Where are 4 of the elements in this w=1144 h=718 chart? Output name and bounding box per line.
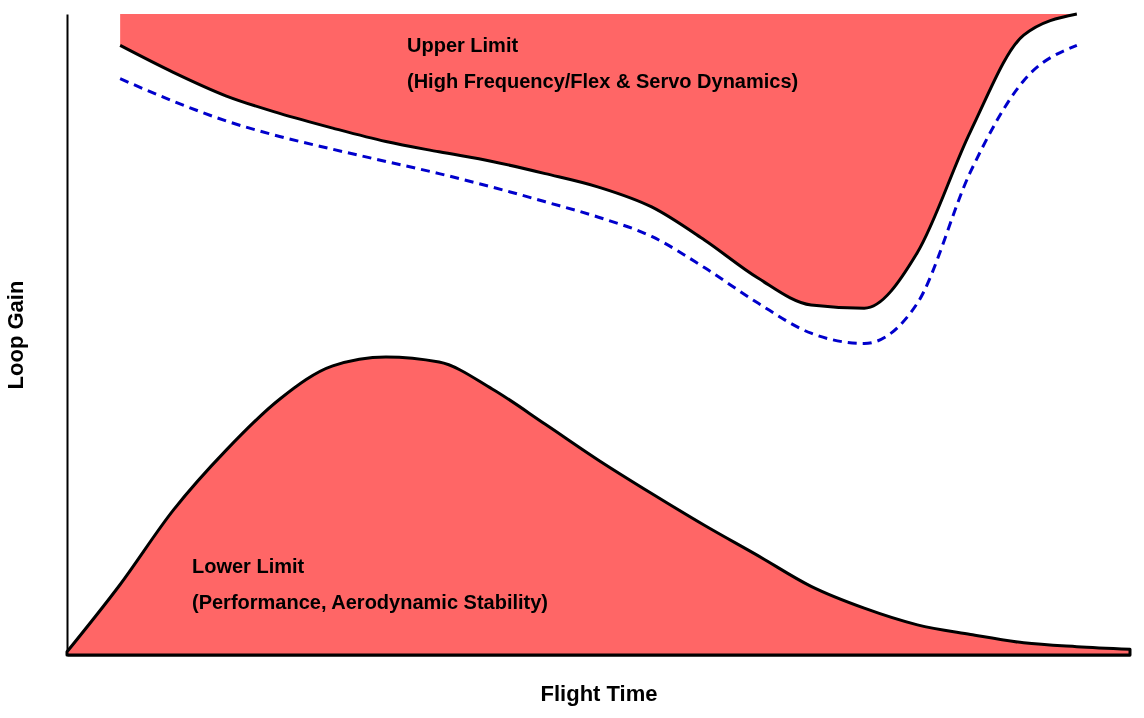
y-axis-title: Loop Gain	[2, 280, 28, 390]
annotation: Upper Limit (High Frequency/Flex & Servo Dynamics)	[407, 34, 799, 92]
x-axis-title: Flight Time	[540, 680, 658, 706]
annotation: Lower Limit (Performance, Aerodynamic Stability)	[192, 555, 549, 613]
